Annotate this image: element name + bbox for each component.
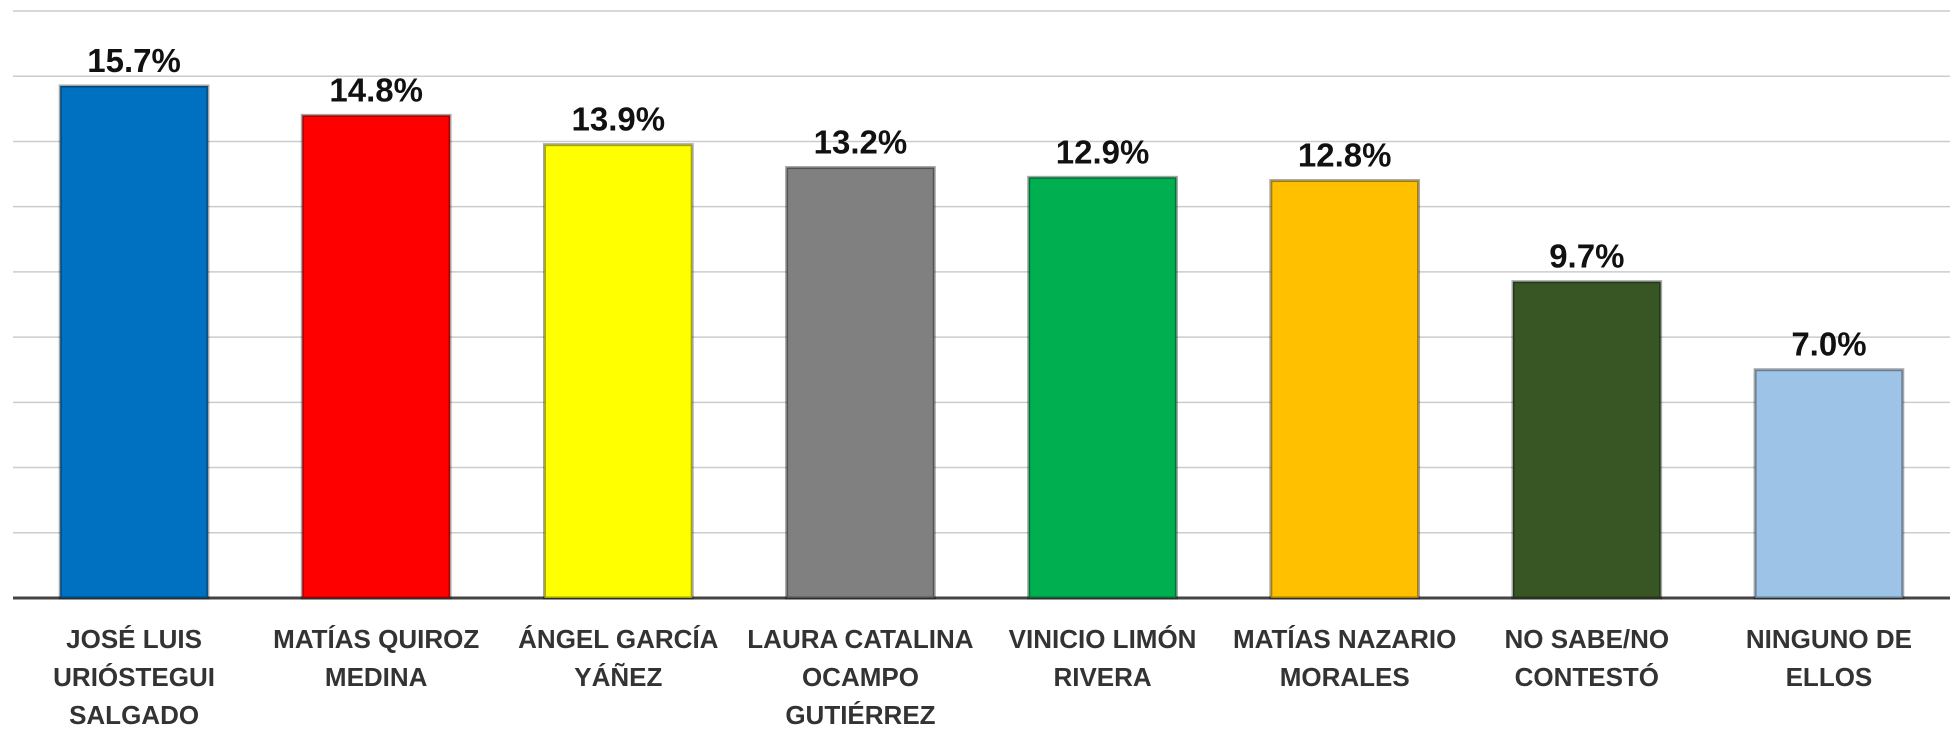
value-label: 9.7% <box>1549 238 1624 275</box>
bar <box>1269 179 1421 600</box>
bar <box>542 143 694 600</box>
x-tick-label: NO SABE/NO CONTESTÓ <box>1504 624 1670 692</box>
x-tick-label: VINICIO LIMÓN RIVERA <box>1008 624 1197 692</box>
x-tick-label: NINGUNO DE ELLOS <box>1745 624 1912 692</box>
value-label: 12.8% <box>1298 137 1392 174</box>
x-tick-label: MATÍAS QUIROZ MEDINA <box>273 624 480 692</box>
x-tick-label: JOSÉ LUIS URIÓSTEGUI SALGADO <box>53 624 215 730</box>
bar <box>58 84 210 600</box>
value-label: 7.0% <box>1791 326 1866 363</box>
x-tick-label: MATÍAS NAZARIO MORALES <box>1232 624 1457 692</box>
bar <box>1027 175 1178 600</box>
bar <box>785 166 936 600</box>
value-label: 12.9% <box>1056 133 1150 170</box>
x-tick-label: LAURA CATALINA OCAMPO GUTIÉRREZ <box>747 624 974 730</box>
value-label: 14.8% <box>329 71 423 108</box>
value-label: 13.2% <box>814 124 908 161</box>
bar <box>300 113 452 600</box>
value-label: 13.9% <box>572 101 666 138</box>
x-tick-label: ÁNGEL GARCÍA YÁÑEZ <box>518 624 719 692</box>
value-label: 15.7% <box>87 42 181 79</box>
bar <box>1753 368 1905 600</box>
bar <box>1511 280 1663 600</box>
